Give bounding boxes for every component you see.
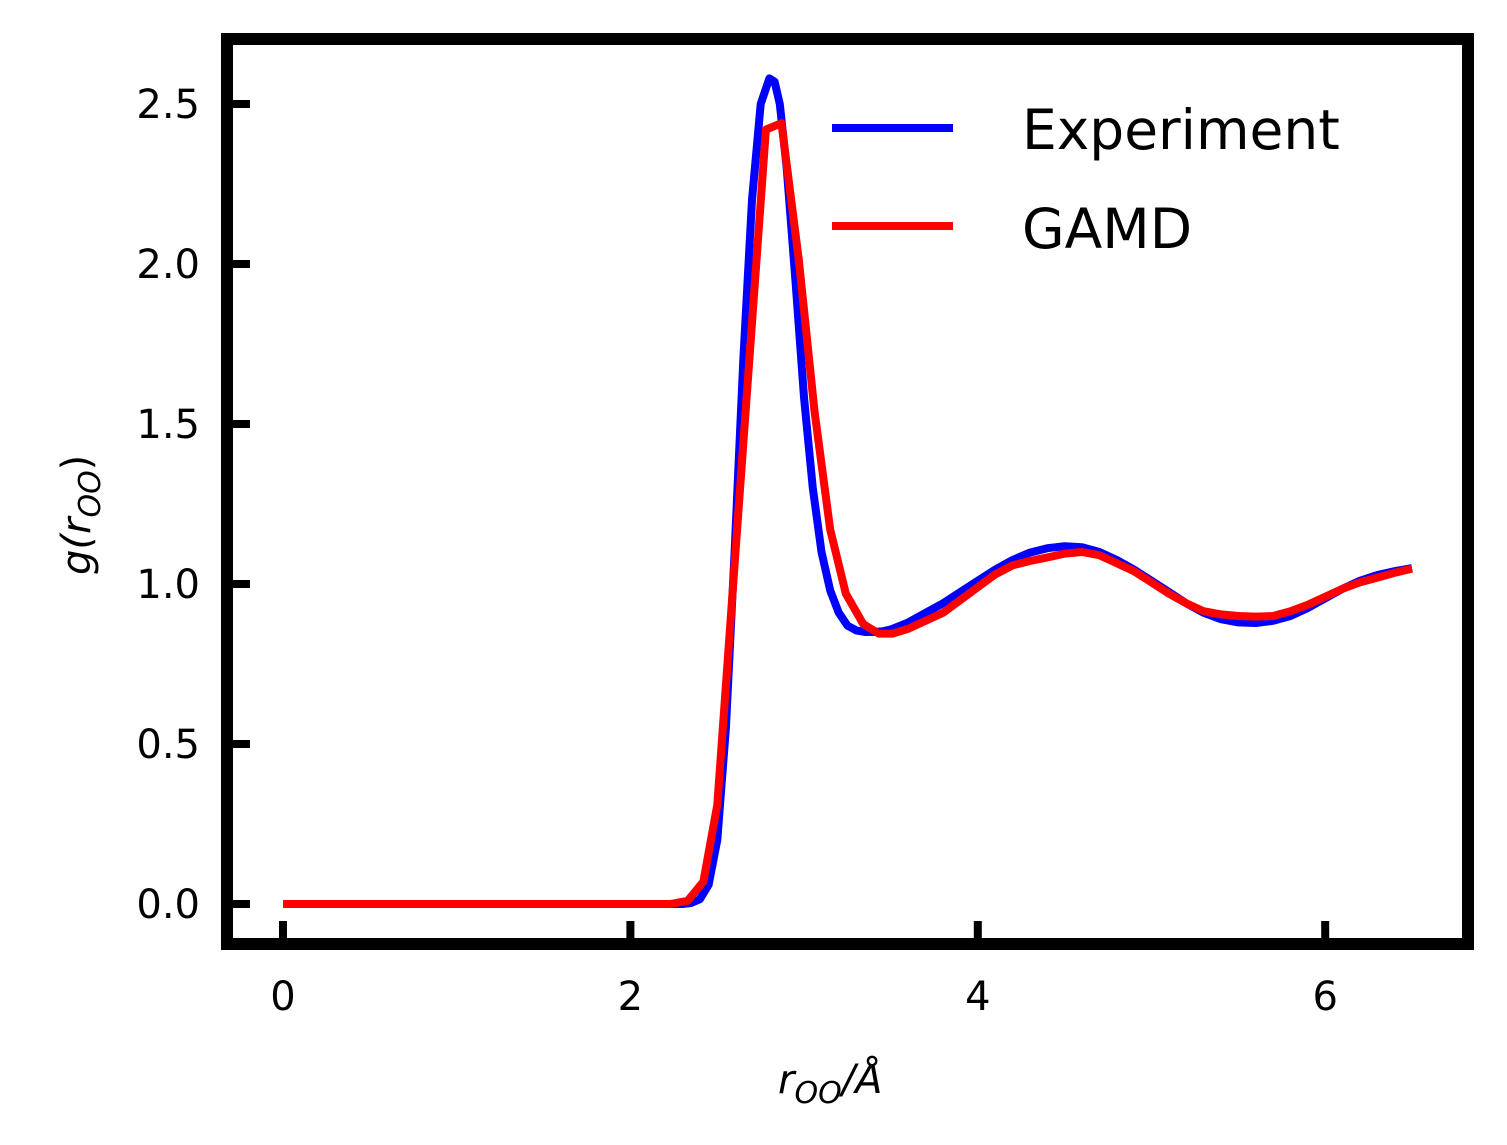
y-axis-label: g(rOO) [54, 455, 108, 575]
y-tick-label: 1.5 [136, 402, 200, 448]
legend: Experiment GAMD [832, 98, 1340, 261]
y-tick-label: 2.0 [136, 242, 200, 288]
experiment-line [283, 74, 1413, 908]
legend-label-experiment: Experiment [1022, 98, 1340, 162]
x-axis-label: rOO/Å [778, 1055, 883, 1111]
y-axis-ticks: 0.0 0.5 1.0 1.5 2.0 2.5 [136, 82, 250, 928]
plot-area [283, 74, 1413, 908]
x-tick-label: 4 [965, 974, 990, 1020]
axes-frame [221, 33, 1474, 950]
gamd-line [283, 119, 1413, 908]
y-tick-label: 1.0 [136, 562, 200, 608]
x-tick-label: 6 [1312, 974, 1337, 1020]
x-tick-label: 0 [270, 974, 295, 1020]
y-tick-label: 0.0 [136, 882, 200, 928]
x-tick-label: 2 [618, 974, 643, 1020]
y-tick-label: 2.5 [136, 82, 200, 128]
y-tick-label: 0.5 [136, 722, 200, 768]
legend-label-gamd: GAMD [1022, 197, 1192, 261]
